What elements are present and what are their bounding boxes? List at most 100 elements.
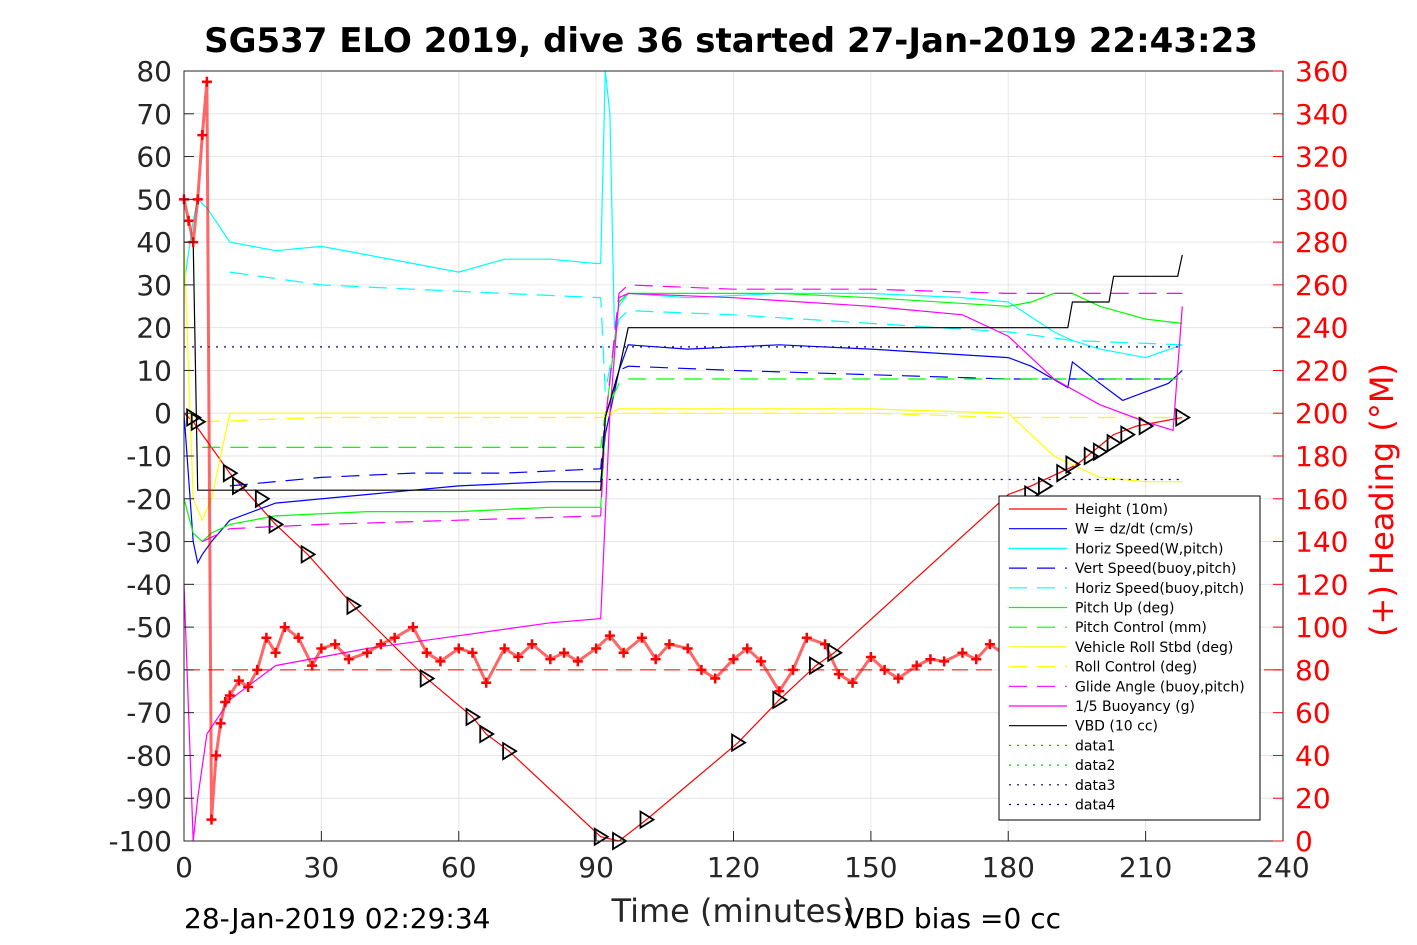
series-line-10 <box>183 292 1183 842</box>
y2-tick-label: 140 <box>1295 526 1348 559</box>
y-tick-label: -100 <box>108 825 172 858</box>
y2-tick-label: 280 <box>1295 226 1348 259</box>
dive-marker <box>1065 454 1082 475</box>
x-tick-label: 150 <box>844 851 897 884</box>
y-tick-label: -80 <box>126 739 172 772</box>
y2-tick-label: 20 <box>1295 782 1331 815</box>
y2-tick-label: 240 <box>1295 312 1348 345</box>
y2-tick-label: 260 <box>1295 269 1348 302</box>
legend-label: VBD (10 cc) <box>1075 719 1158 735</box>
dive-marker <box>772 690 789 710</box>
legend-label: Vehicle Roll Stbd (deg) <box>1075 640 1233 656</box>
legend-label: Vert Speed(buoy,pitch) <box>1075 561 1237 577</box>
y2-tick-label: 40 <box>1295 739 1331 772</box>
legend-label: Roll Control (deg) <box>1075 660 1197 676</box>
dive-marker <box>1106 433 1123 453</box>
dive-marker <box>419 668 436 689</box>
x-tick-label: 0 <box>175 851 193 884</box>
y-tick-label: 80 <box>136 55 172 88</box>
dive-marker <box>1092 442 1109 462</box>
y-tick-label: 40 <box>136 226 172 259</box>
dive-marker <box>827 643 843 663</box>
legend-label: Pitch Up (deg) <box>1075 601 1174 617</box>
y-tick-label: 30 <box>136 269 172 302</box>
legend-label: data3 <box>1075 778 1115 794</box>
footer-vbd-bias: VBD bias =0 cc <box>845 902 1061 935</box>
right-axis-label: (+) Heading (°M) <box>1363 363 1401 637</box>
y2-tick-label: 300 <box>1295 183 1348 216</box>
legend-label: data1 <box>1075 738 1115 754</box>
dive-marker <box>731 733 747 753</box>
heading-series <box>179 76 1014 825</box>
dive-marker <box>502 741 518 761</box>
y2-tick-label: 320 <box>1295 141 1348 174</box>
dive-marker <box>1138 416 1155 436</box>
y-tick-label: 0 <box>154 397 172 430</box>
legend-label: 1/5 Buoyancy (g) <box>1075 699 1195 715</box>
dive-marker <box>254 489 271 509</box>
x-tick-label: 240 <box>1256 851 1309 884</box>
y2-tick-label: 60 <box>1295 697 1331 730</box>
legend-label: Horiz Speed(buoy,pitch) <box>1075 581 1244 597</box>
chart-title: SG537 ELO 2019, dive 36 started 27-Jan-2… <box>204 21 1258 61</box>
dive-marker <box>232 476 248 496</box>
dive-marker <box>346 596 363 616</box>
dive-marker <box>190 412 207 432</box>
dive-marker <box>809 656 825 676</box>
y-tick-label: 50 <box>136 183 172 216</box>
y-tick-label: -60 <box>126 654 172 687</box>
series-line-1 <box>183 344 1183 565</box>
legend-label: data2 <box>1075 758 1115 774</box>
y2-tick-label: 120 <box>1295 568 1348 601</box>
y-tick-label: 20 <box>136 312 172 345</box>
dive-marker <box>1083 446 1100 466</box>
dive-marker <box>1120 425 1137 445</box>
dive-markers <box>186 407 1191 851</box>
series-layer <box>183 70 1283 842</box>
y2-tick-label: 360 <box>1295 55 1348 88</box>
x-tick-label: 30 <box>304 851 340 884</box>
legend-label: W = dz/dt (cm/s) <box>1075 522 1194 538</box>
y2-tick-label: 340 <box>1295 98 1348 131</box>
y-tick-label: -50 <box>126 611 172 644</box>
legend-label: data4 <box>1075 798 1116 814</box>
series-line-8 <box>202 412 1183 423</box>
legend-label: Height (10m) <box>1075 502 1168 518</box>
y2-tick-label: 160 <box>1295 483 1348 516</box>
axis-ticks: 0 30 60 90 120 150 180 210 24080706050403020100-… <box>108 55 1348 884</box>
heading-trace <box>182 81 1010 820</box>
y-tick-label: -30 <box>126 526 172 559</box>
x-tick-label: 60 <box>441 851 477 884</box>
dive-marker <box>1037 476 1054 496</box>
y-tick-label: 60 <box>136 141 172 174</box>
y-tick-label: -40 <box>126 568 172 601</box>
dive-marker <box>479 724 495 744</box>
x-tick-label: 90 <box>578 851 614 884</box>
legend: Height (10m) W = dz/dt (cm/s) Horiz Speed(… <box>998 495 1261 821</box>
y2-tick-label: 220 <box>1295 354 1348 387</box>
dive-marker <box>222 463 239 483</box>
dive-marker <box>465 707 482 727</box>
x-tick-label: 180 <box>982 851 1035 884</box>
footer-timestamp: 28-Jan-2019 02:29:34 <box>184 902 490 935</box>
dive-marker <box>300 544 317 564</box>
dive-marker <box>268 514 285 535</box>
legend-label: Glide Angle (buoy,pitch) <box>1075 679 1245 695</box>
x-axis-label: Time (minutes) <box>611 892 855 930</box>
series-line-3 <box>229 365 1183 487</box>
dive-marker <box>639 810 656 830</box>
series-line-4 <box>229 271 1183 392</box>
series-line-6 <box>202 378 1183 448</box>
y-tick-label: -70 <box>126 697 172 730</box>
y-tick-label: -90 <box>126 782 172 815</box>
dive-marker <box>1175 407 1191 428</box>
y2-tick-label: 200 <box>1295 397 1348 430</box>
y-tick-label: 70 <box>136 98 172 131</box>
legend-box <box>998 495 1261 821</box>
dive-marker <box>1056 463 1072 483</box>
y2-tick-label: 80 <box>1295 654 1331 687</box>
x-tick-label: 210 <box>1119 851 1172 884</box>
x-tick-label: 120 <box>707 851 760 884</box>
series-line-11 <box>184 241 1183 491</box>
